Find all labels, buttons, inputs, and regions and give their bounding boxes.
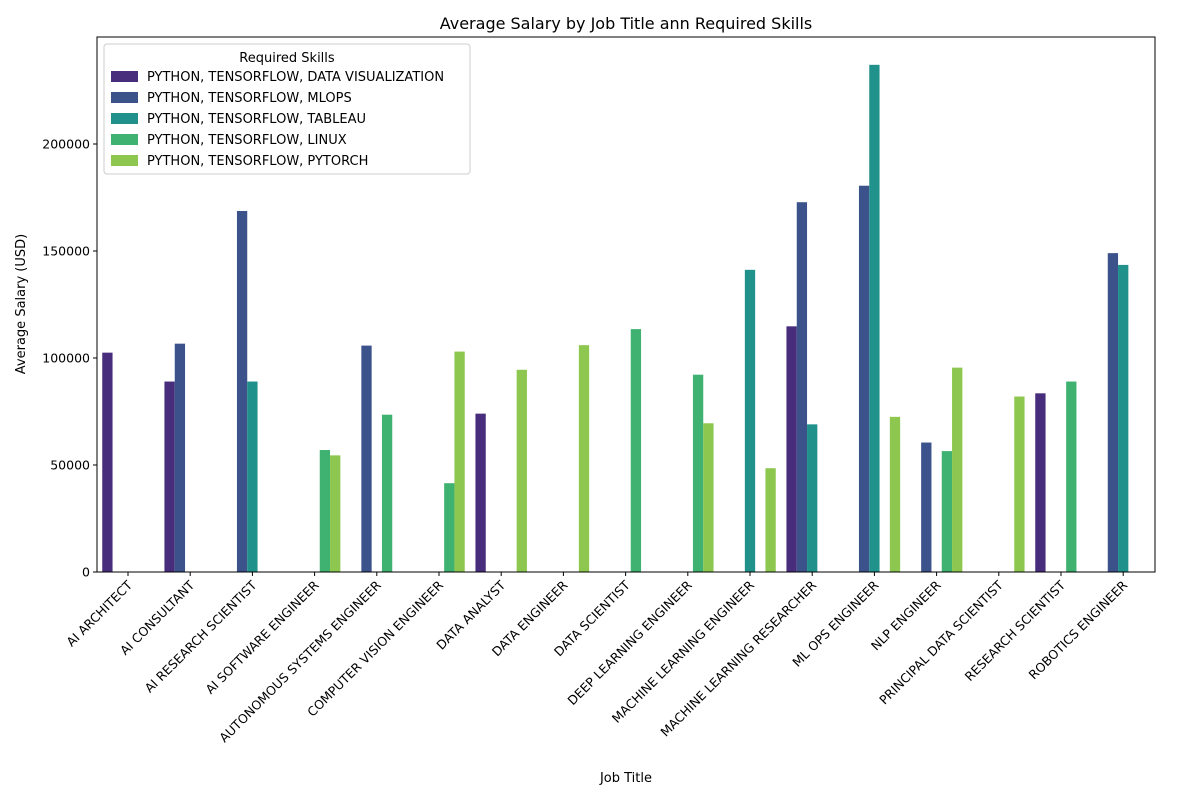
legend-swatch (111, 113, 138, 124)
bar (454, 351, 465, 572)
x-tick-label: AI SOFTWARE ENGINEER (202, 577, 322, 697)
bar (921, 442, 932, 572)
legend-entry: PYTHON, TENSORFLOW, PYTORCH (147, 154, 368, 169)
bar (807, 424, 818, 572)
bar (444, 483, 455, 572)
x-axis-label: Job Title (599, 771, 652, 786)
bar (786, 326, 797, 572)
chart-title: Average Salary by Job Title ann Required… (440, 14, 813, 33)
bar (381, 414, 393, 572)
bar (1107, 253, 1119, 572)
x-tick-label: AI RESEARCH SCIENTIST (142, 577, 260, 695)
bar (247, 381, 258, 572)
bar (765, 468, 776, 572)
bar (1035, 393, 1046, 572)
y-tick-label: 150000 (42, 244, 90, 259)
bar (952, 367, 963, 572)
legend-entry: PYTHON, TENSORFLOW, DATA VISUALIZATION (147, 70, 444, 85)
legend-entry: PYTHON, TENSORFLOW, TABLEAU (147, 112, 366, 127)
bar (516, 369, 527, 572)
legend-swatch (111, 92, 138, 103)
bar (578, 345, 590, 572)
legend-swatch (111, 71, 138, 82)
bar (869, 64, 880, 572)
bar (236, 210, 248, 573)
y-tick-label: 0 (82, 565, 90, 580)
legend-entry: PYTHON, TENSORFLOW, MLOPS (147, 91, 352, 106)
bar (1014, 396, 1025, 572)
x-tick-label: COMPUTER VISION ENGINEER (304, 577, 446, 719)
bar (164, 381, 175, 572)
legend-entry: PYTHON, TENSORFLOW, LINUX (147, 133, 347, 148)
x-tick-label: PRINCIPAL DATA SCIENTIST (876, 577, 1006, 707)
bar (1066, 381, 1077, 572)
legend: Required Skills PYTHON, TENSORFLOW, DATA … (103, 43, 471, 175)
bar (330, 455, 341, 572)
bar (475, 413, 486, 572)
legend-frame (103, 43, 471, 175)
x-tick-label: RESEARCH SCIENTIST (962, 577, 1069, 684)
bar (174, 343, 186, 572)
bar (361, 345, 372, 572)
bar (692, 374, 704, 572)
y-axis: 0 50000 100000 150000 200000 (42, 137, 97, 580)
bar (796, 202, 808, 572)
legend-swatch (111, 155, 138, 166)
y-tick-label: 200000 (42, 137, 90, 152)
bar (941, 451, 953, 572)
y-tick-label: 50000 (50, 458, 90, 473)
bar (858, 185, 870, 573)
bar (102, 352, 113, 572)
y-tick-label: 100000 (42, 351, 90, 366)
bar (630, 329, 642, 572)
bar (319, 450, 331, 572)
bar (744, 269, 756, 572)
y-axis-label: Average Salary (USD) (14, 234, 29, 374)
legend-swatch (111, 134, 138, 145)
x-tick-label: DEEP LEARNING ENGINEER (564, 577, 695, 708)
bar (1118, 264, 1129, 572)
plot-area (96, 36, 1156, 573)
bar (889, 416, 901, 572)
bar (703, 423, 714, 572)
legend-title: Required Skills (239, 51, 335, 66)
